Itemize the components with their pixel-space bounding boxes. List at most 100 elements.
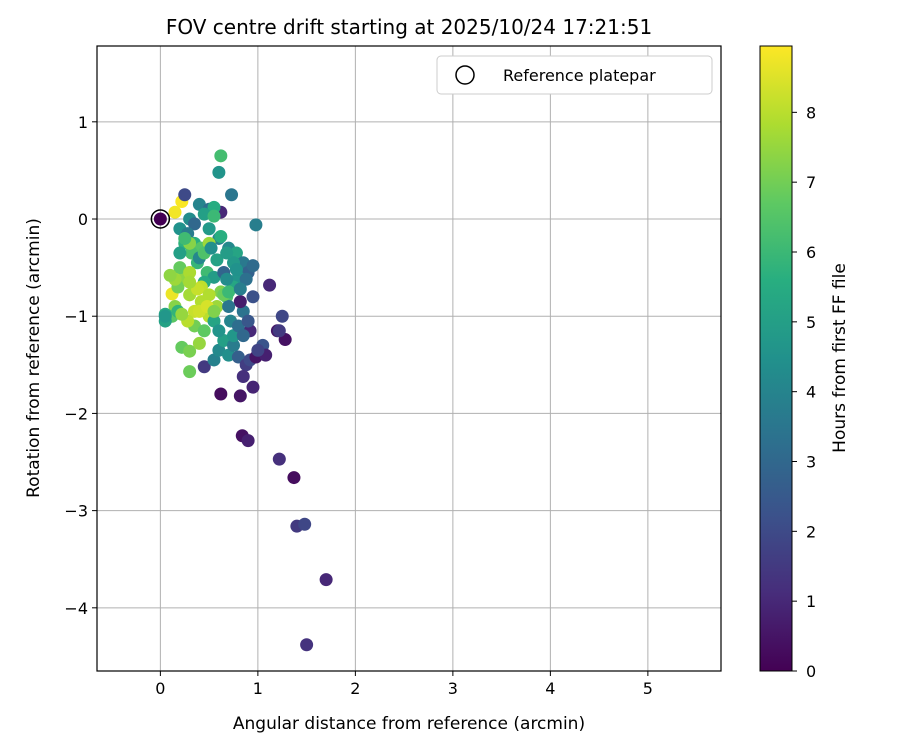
data-point <box>214 149 228 163</box>
data-point <box>236 369 250 383</box>
data-point <box>183 275 197 289</box>
colorbar: 0 1 2 3 4 5 6 7 8 Hours from first FF file <box>759 45 850 681</box>
legend-label: Reference platepar <box>503 66 656 85</box>
y-tick-label: −4 <box>64 599 88 618</box>
data-point <box>214 387 228 401</box>
grid-lines <box>97 46 721 671</box>
data-point <box>202 222 216 236</box>
data-point <box>263 278 277 292</box>
data-point <box>222 285 236 299</box>
data-point <box>227 338 240 352</box>
data-point <box>231 319 245 333</box>
data-point <box>163 268 177 282</box>
data-point <box>204 241 218 255</box>
colorbar-gradient <box>759 45 793 672</box>
data-point <box>202 288 216 302</box>
data-point <box>188 217 201 231</box>
x-axis-ticks: 0 1 2 3 4 5 <box>155 671 653 698</box>
data-point <box>207 270 221 284</box>
data-point <box>241 314 255 328</box>
data-point <box>222 348 236 362</box>
data-point <box>168 205 182 219</box>
data-point <box>298 517 312 531</box>
y-axis-label: Rotation from reference (arcmin) <box>24 218 44 498</box>
colorbar-tick-label: 7 <box>806 173 816 192</box>
colorbar-label: Hours from first FF file <box>830 263 850 453</box>
x-tick-label: 3 <box>448 679 458 698</box>
data-point <box>153 212 167 226</box>
colorbar-tick-label: 1 <box>806 592 816 611</box>
legend: Reference platepar <box>436 55 713 95</box>
data-point <box>212 165 226 179</box>
data-point <box>227 329 240 343</box>
data-point <box>207 353 221 367</box>
colorbar-ticks: 0 1 2 3 4 5 6 7 8 <box>792 103 816 681</box>
data-point <box>233 389 247 403</box>
y-tick-label: −1 <box>64 307 88 326</box>
colorbar-tick-label: 2 <box>806 522 816 541</box>
data-point <box>272 324 286 338</box>
y-tick-label: −3 <box>64 502 88 521</box>
data-point <box>178 231 192 245</box>
data-point <box>212 324 226 338</box>
data-point <box>233 295 247 309</box>
data-point <box>217 334 231 348</box>
data-point <box>236 329 250 343</box>
data-point <box>246 380 260 394</box>
data-point <box>197 324 211 338</box>
data-point <box>173 246 187 260</box>
x-tick-label: 0 <box>155 679 165 698</box>
data-point <box>175 307 189 321</box>
colorbar-tick-label: 6 <box>806 243 816 262</box>
y-tick-label: 0 <box>78 210 88 229</box>
data-point <box>197 360 211 374</box>
data-point <box>275 309 289 323</box>
colorbar-tick-label: 5 <box>806 313 816 332</box>
data-point <box>212 343 226 357</box>
data-point <box>246 259 260 273</box>
chart-title: FOV centre drift starting at 2025/10/24 … <box>166 15 652 39</box>
x-tick-label: 2 <box>350 679 360 698</box>
colorbar-tick-label: 4 <box>806 383 816 402</box>
data-point <box>207 304 221 318</box>
data-point <box>214 230 228 244</box>
x-tick-label: 1 <box>253 679 263 698</box>
plot-frame <box>96 45 722 672</box>
legend-marker-icon <box>455 65 475 85</box>
data-point <box>225 188 239 202</box>
colorbar-tick-label: 3 <box>806 453 816 472</box>
data-point <box>272 452 286 466</box>
data-point <box>178 188 192 202</box>
data-point <box>233 282 247 296</box>
data-point <box>241 434 255 448</box>
colorbar-tick-label: 0 <box>806 662 816 681</box>
y-tick-label: 1 <box>78 113 88 132</box>
x-tick-label: 5 <box>643 679 653 698</box>
x-axis-label: Angular distance from reference (arcmin) <box>233 714 585 734</box>
data-point <box>287 471 301 485</box>
y-axis-ticks: −4 −3 −2 −1 0 1 <box>64 113 97 618</box>
data-point <box>158 309 172 323</box>
x-tick-label: 4 <box>545 679 555 698</box>
data-point <box>173 261 187 275</box>
colorbar-tick-label: 8 <box>806 103 816 122</box>
data-points <box>153 149 333 652</box>
data-point <box>207 314 221 328</box>
data-point <box>192 197 206 211</box>
data-point <box>207 209 221 223</box>
data-point <box>220 246 234 260</box>
data-point <box>249 218 263 232</box>
reference-marker <box>150 209 171 229</box>
data-point <box>300 638 314 652</box>
data-point <box>251 343 265 357</box>
data-point <box>319 573 333 587</box>
y-tick-label: −2 <box>64 404 88 423</box>
data-point <box>229 263 243 277</box>
data-point <box>183 365 197 379</box>
legend-box <box>436 55 713 95</box>
data-point <box>192 336 206 350</box>
data-point <box>183 344 197 358</box>
data-point <box>222 299 236 313</box>
data-point <box>239 272 253 286</box>
